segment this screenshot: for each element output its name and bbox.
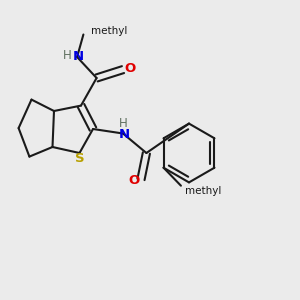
Text: N: N [73,50,84,63]
Text: O: O [128,173,140,187]
Text: S: S [75,152,85,165]
Text: H: H [63,49,72,62]
Text: methyl: methyl [184,186,221,196]
Text: methyl: methyl [91,26,127,36]
Text: O: O [124,62,135,76]
Text: H: H [119,117,128,130]
Text: N: N [119,128,130,141]
